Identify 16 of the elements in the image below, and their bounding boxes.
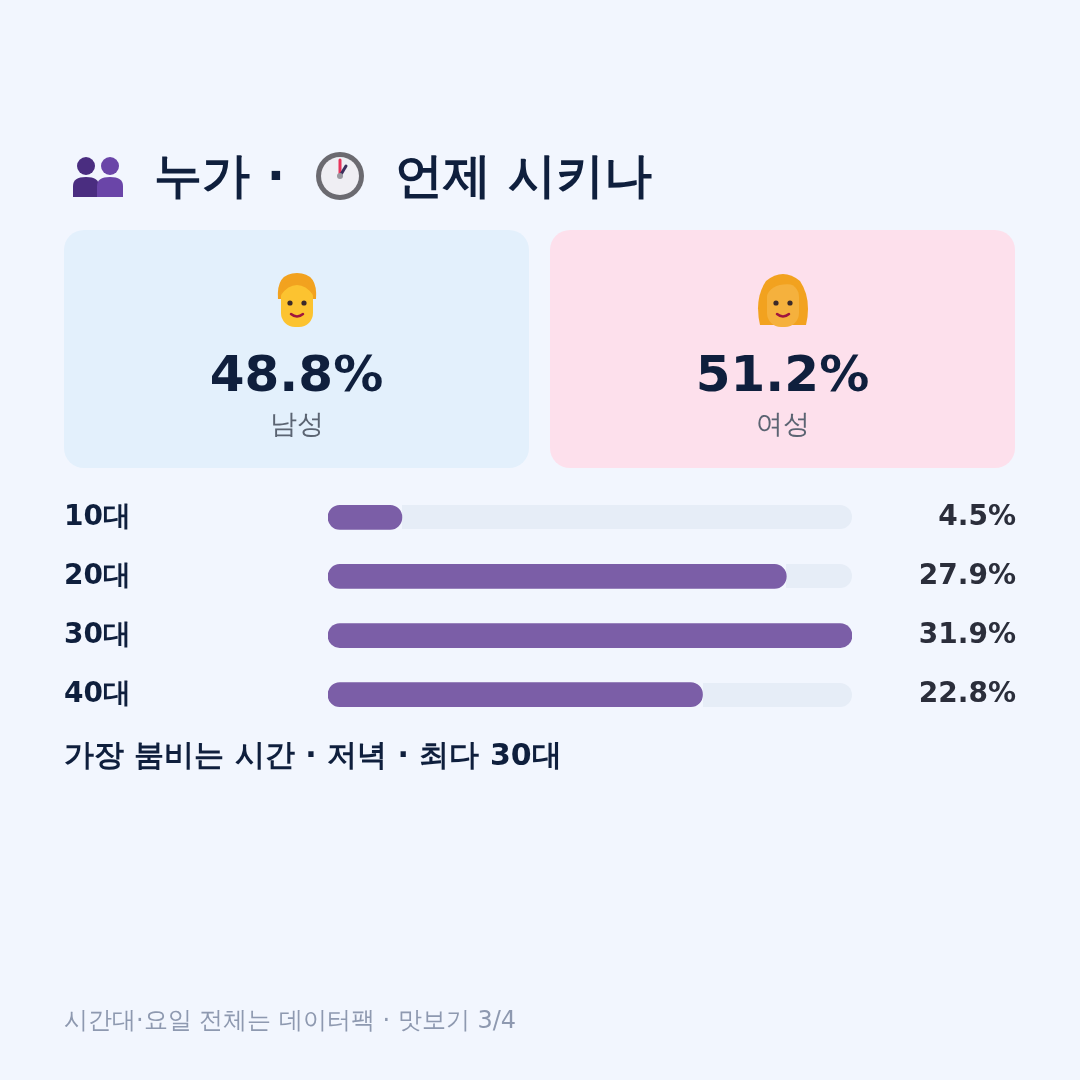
text: 시간대·요일 전체는 데이터팩 · 맛보기 3/4: [64, 1005, 517, 1036]
data-label: 48.8%: [208, 344, 385, 404]
y-tick-label: 30대: [64, 616, 131, 650]
chart-title: 누가 · 언제 시키나: [154, 147, 652, 203]
data-label: 22.8%: [918, 675, 1016, 709]
category-label: 여성: [754, 407, 811, 441]
bar: [328, 623, 852, 648]
category-label: 남성: [268, 407, 325, 441]
text: 가장 붐비는 시간 · 저녁 · 최다 30대: [64, 736, 562, 774]
y-tick-label: 10대: [64, 498, 131, 532]
y-tick-label: 40대: [64, 675, 131, 709]
data-label: 51.2%: [694, 344, 871, 404]
data-label: 4.5%: [938, 498, 1016, 532]
y-tick-label: 20대: [64, 557, 131, 591]
data-label: 31.9%: [918, 616, 1016, 650]
data-label: 27.9%: [918, 557, 1016, 591]
